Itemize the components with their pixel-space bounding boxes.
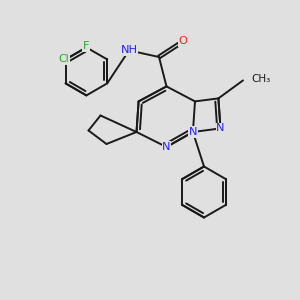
Text: O: O	[178, 36, 188, 46]
Text: CH₃: CH₃	[251, 74, 271, 84]
Text: F: F	[83, 41, 90, 51]
Text: N: N	[162, 142, 171, 152]
Text: Cl: Cl	[59, 54, 69, 64]
Text: NH: NH	[120, 45, 138, 56]
Text: N: N	[189, 127, 197, 137]
Text: N: N	[216, 123, 225, 134]
